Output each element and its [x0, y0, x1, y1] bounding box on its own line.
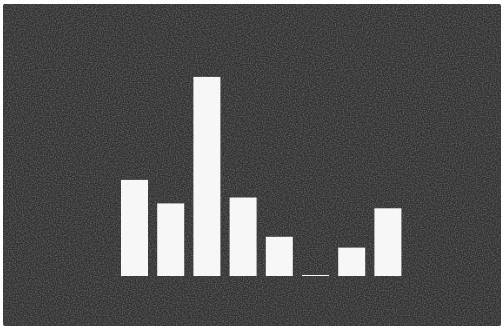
- bar-2: [157, 203, 185, 276]
- bar-3: [193, 76, 221, 277]
- bar-4: [229, 197, 257, 276]
- bar-5: [265, 236, 293, 276]
- bar-6: [302, 275, 329, 276]
- bar-8: [374, 208, 402, 276]
- bar-1: [121, 179, 148, 276]
- bars-group: [121, 76, 402, 277]
- texture-overlay: [3, 4, 501, 326]
- bar-7: [338, 247, 366, 276]
